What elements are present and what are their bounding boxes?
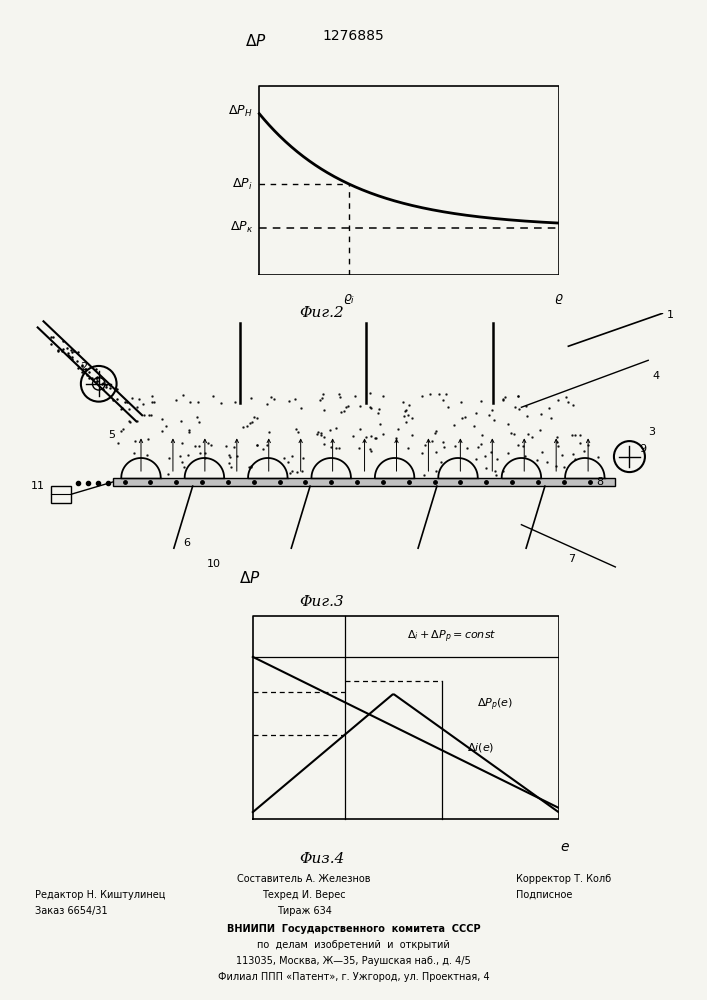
Text: Составитель А. Железнов: Составитель А. Железнов xyxy=(238,874,370,884)
Text: Φиз.4: Φиз.4 xyxy=(299,852,344,866)
Text: 1: 1 xyxy=(667,310,674,320)
Text: ВНИИПИ  Государственного  комитета  СССР: ВНИИПИ Государственного комитета СССР xyxy=(227,924,480,934)
Text: 4: 4 xyxy=(653,371,660,381)
Text: Подписное: Подписное xyxy=(516,890,573,900)
Bar xyxy=(113,478,615,486)
Bar xyxy=(51,486,71,503)
Text: 7: 7 xyxy=(568,554,575,564)
Text: Заказ 6654/31: Заказ 6654/31 xyxy=(35,906,108,916)
Text: $\varrho_i$: $\varrho_i$ xyxy=(343,292,355,306)
Text: $e$: $e$ xyxy=(560,840,570,854)
Text: Редактор Н. Киштулинец: Редактор Н. Киштулинец xyxy=(35,890,166,900)
Text: Φиг.3: Φиг.3 xyxy=(299,595,344,609)
Text: 5: 5 xyxy=(108,430,115,440)
Text: $\Delta P_p(e)$: $\Delta P_p(e)$ xyxy=(477,696,513,713)
Text: 6: 6 xyxy=(183,538,190,548)
Text: $\Delta i(e)$: $\Delta i(e)$ xyxy=(467,741,495,754)
Text: 3: 3 xyxy=(648,427,655,437)
Text: $\Delta P_i$: $\Delta P_i$ xyxy=(233,177,253,192)
Text: $\Delta P_\kappa$: $\Delta P_\kappa$ xyxy=(230,220,253,235)
Text: 2: 2 xyxy=(80,362,87,372)
Text: $\Delta P$: $\Delta P$ xyxy=(245,33,267,49)
Text: 11: 11 xyxy=(30,481,45,491)
Text: Корректор Т. Колб: Корректор Т. Колб xyxy=(516,874,612,884)
Text: $\Delta P$: $\Delta P$ xyxy=(239,570,260,586)
Text: 9: 9 xyxy=(639,444,646,454)
Text: $\Delta P_H$: $\Delta P_H$ xyxy=(228,104,253,119)
Text: $\Delta_i + \Delta P_p = const$: $\Delta_i + \Delta P_p = const$ xyxy=(407,628,496,645)
Text: 1276885: 1276885 xyxy=(322,29,385,43)
Text: $\varrho$: $\varrho$ xyxy=(554,292,563,306)
Text: 8: 8 xyxy=(597,477,604,487)
Text: Филиал ППП «Патент», г. Ужгород, ул. Проектная, 4: Филиал ППП «Патент», г. Ужгород, ул. Про… xyxy=(218,972,489,982)
Text: 113035, Москва, Ж—35, Раушская наб., д. 4/5: 113035, Москва, Ж—35, Раушская наб., д. … xyxy=(236,956,471,966)
Text: Φиг.2: Φиг.2 xyxy=(299,306,344,320)
Text: Тираж 634: Тираж 634 xyxy=(276,906,332,916)
Text: 10: 10 xyxy=(206,559,221,569)
Text: по  делам  изобретений  и  открытий: по делам изобретений и открытий xyxy=(257,940,450,950)
Text: Техред И. Верес: Техред И. Верес xyxy=(262,890,346,900)
